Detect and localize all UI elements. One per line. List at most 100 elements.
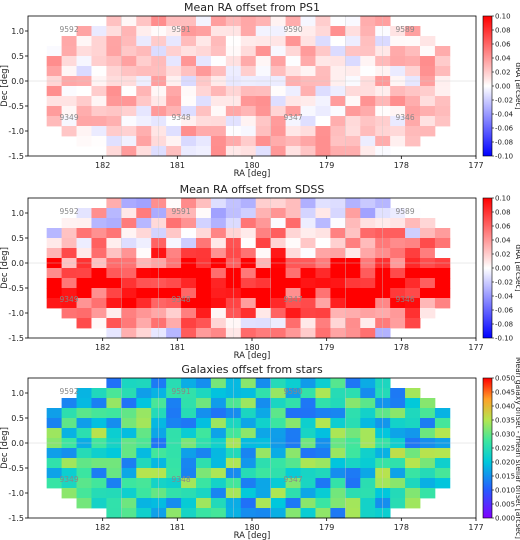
heatmap-cell (121, 508, 137, 519)
heatmap-cell (300, 146, 316, 157)
heatmap-cell (405, 448, 421, 459)
heatmap-cell (106, 126, 122, 137)
heatmap-cell (434, 66, 451, 77)
colorbar-tick-label: 0.015 (495, 473, 515, 481)
heatmap-cell (330, 26, 346, 37)
heatmap-cell (300, 106, 316, 117)
heatmap-cell (210, 116, 227, 127)
heatmap-cell (240, 116, 257, 127)
y-tick-label: -0.5 (8, 102, 24, 111)
heatmap-cell (225, 488, 242, 499)
field-label: 9346 (396, 295, 415, 304)
heatmap-cell (255, 66, 272, 77)
heatmap-cell (434, 238, 451, 249)
heatmap-cell (121, 126, 137, 137)
heatmap-cell (420, 46, 436, 57)
heatmap-cell (136, 258, 152, 269)
heatmap-cell (106, 136, 122, 147)
heatmap-cell (196, 488, 212, 499)
heatmap-cell (345, 458, 361, 469)
heatmap-cell (315, 26, 331, 37)
heatmap-cell (76, 136, 92, 147)
heatmap-cell (181, 498, 197, 509)
heatmap-cell (136, 96, 152, 107)
colorbar-tick-label: 0.010 (495, 487, 515, 495)
colorbar-tick-label: 0.035 (495, 417, 515, 425)
heatmap-cell (285, 126, 301, 137)
heatmap-cell (225, 378, 242, 389)
heatmap-cell (240, 398, 257, 409)
heatmap-cell (121, 66, 137, 77)
heatmap-cell (330, 398, 346, 409)
heatmap-cells (46, 198, 451, 339)
heatmap-cell (91, 478, 107, 489)
heatmap-cell (315, 378, 331, 389)
heatmap-cell (420, 468, 436, 479)
heatmap-cell (434, 106, 451, 117)
heatmap-cell (181, 278, 197, 289)
heatmap-cell (420, 116, 436, 127)
heatmap-cell (255, 238, 272, 249)
heatmap-cell (106, 198, 122, 209)
heatmap-cell (270, 26, 286, 37)
heatmap-cell (285, 508, 301, 519)
heatmap-cell (420, 96, 436, 107)
heatmap-cell (166, 46, 182, 57)
heatmap-cell (420, 398, 436, 409)
heatmap-cell (106, 388, 122, 399)
heatmap-cell (345, 268, 361, 279)
heatmap-cell (345, 46, 361, 57)
heatmap-cell (46, 46, 62, 57)
heatmap-cell (270, 448, 286, 459)
heatmap-cell (360, 238, 376, 249)
heatmap-cell (181, 248, 197, 259)
heatmap-cell (106, 478, 122, 489)
heatmap-cell (390, 448, 406, 459)
heatmap-cell (300, 468, 316, 479)
heatmap-cell (225, 136, 242, 147)
heatmap-cell (285, 308, 301, 319)
heatmap-cell (345, 388, 361, 399)
heatmap-cell (210, 428, 227, 439)
heatmap-cell (46, 438, 62, 449)
y-tick-label: -1.0 (8, 309, 24, 318)
heatmap-cell (240, 86, 257, 97)
heatmap-cell (255, 308, 272, 319)
heatmap-cell (285, 418, 301, 429)
field-label: 9348 (172, 295, 191, 304)
field-grid (28, 16, 476, 156)
heatmap-cell (76, 26, 92, 37)
x-tick-label: 181 (170, 161, 185, 170)
heatmap-cell (405, 278, 421, 289)
heatmap-cell (300, 278, 316, 289)
field-label: 9589 (396, 25, 415, 34)
heatmap-cell (181, 96, 197, 107)
heatmap-cell (345, 398, 361, 409)
heatmap-cell (300, 378, 316, 389)
heatmap-cell (390, 66, 406, 77)
heatmap-cell (255, 228, 272, 239)
x-tick-label: 179 (319, 523, 334, 532)
colorbar-tick-label: 0.08 (495, 209, 511, 217)
heatmap-cell (76, 268, 92, 279)
heatmap-cell (76, 278, 92, 289)
heatmap-cell (255, 96, 272, 107)
heatmap-cell (46, 238, 62, 249)
heatmap-cell (315, 136, 331, 147)
heatmap-cell (136, 268, 152, 279)
heatmap-cell (106, 438, 122, 449)
heatmap-cell (285, 258, 301, 269)
heatmap-cell (255, 288, 272, 299)
heatmap-cell (196, 458, 212, 469)
heatmap-cell (330, 428, 346, 439)
heatmap-cell (196, 418, 212, 429)
heatmap-cell (330, 56, 346, 67)
heatmap-cell (196, 468, 212, 479)
heatmap-cell (420, 268, 436, 279)
heatmap-cell (330, 46, 346, 57)
heatmap-cell (360, 408, 376, 419)
heatmap-cell (166, 488, 182, 499)
heatmap-cell (210, 478, 227, 489)
heatmap-cell (196, 16, 212, 27)
heatmap-cell (181, 16, 197, 27)
